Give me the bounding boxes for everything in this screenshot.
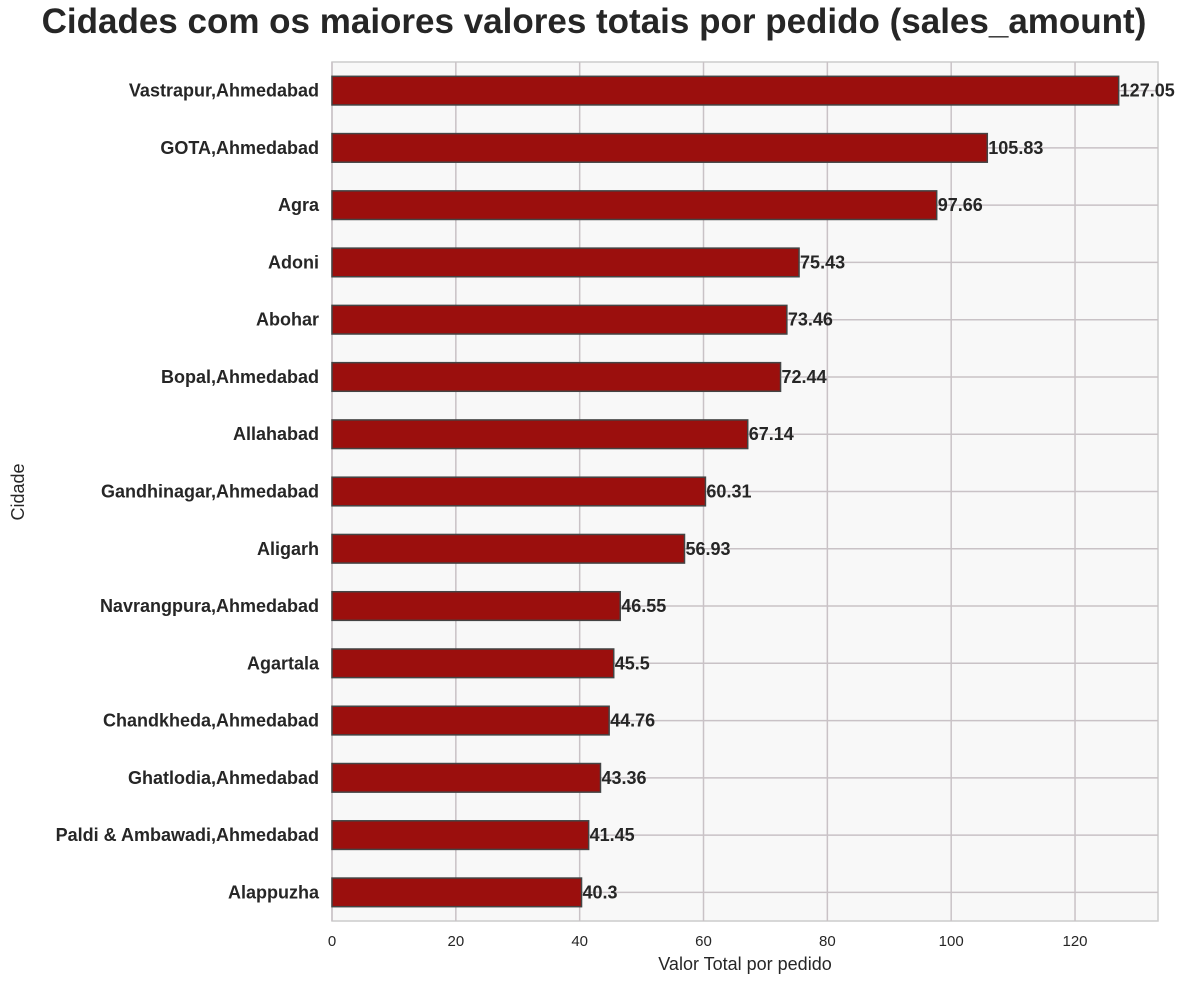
- category-label: Aligarh: [257, 539, 319, 559]
- category-label: Agra: [278, 195, 320, 215]
- category-label: Ghatlodia,Ahmedabad: [128, 768, 319, 788]
- value-label: 41.45: [590, 825, 635, 845]
- bar: [331, 132, 989, 163]
- x-tick-label: 100: [939, 933, 964, 950]
- value-label: 67.14: [749, 424, 794, 444]
- bar: [331, 705, 610, 736]
- category-label: Alappuzha: [228, 882, 320, 902]
- category-label: Gandhinagar,Ahmedabad: [101, 482, 319, 502]
- value-label: 97.66: [938, 195, 983, 215]
- category-label: Chandkheda,Ahmedabad: [103, 711, 319, 731]
- chart-title: Cidades com os maiores valores totais po…: [41, 2, 1147, 41]
- bar: [331, 419, 749, 450]
- value-label: 46.55: [621, 596, 666, 616]
- category-label: Adoni: [268, 252, 319, 272]
- bar: [331, 304, 788, 335]
- value-label: 75.43: [800, 252, 845, 272]
- x-axis-title: Valor Total por pedido: [658, 954, 831, 974]
- value-label: 127.05: [1120, 81, 1175, 101]
- value-label: 40.3: [583, 882, 618, 902]
- category-label: GOTA,Ahmedabad: [160, 138, 319, 158]
- value-label: 56.93: [686, 539, 731, 559]
- x-tick-label: 0: [328, 933, 336, 950]
- bar: [331, 361, 782, 393]
- category-labels: Vastrapur,Ahmedabad GOTA,Ahmedabad Agra Ado…: [56, 81, 320, 903]
- x-tick-label: 80: [819, 933, 836, 950]
- bar: [331, 762, 602, 793]
- x-tick-label: 20: [447, 933, 464, 950]
- category-label: Agartala: [247, 653, 320, 673]
- category-label: Paldi & Ambawadi,Ahmedabad: [56, 825, 319, 845]
- value-label: 105.83: [988, 138, 1043, 158]
- bar: [331, 75, 1120, 106]
- bar: [331, 648, 615, 679]
- bar: [331, 247, 800, 278]
- bars: [331, 75, 1120, 908]
- bar: [331, 877, 583, 908]
- value-label: 60.31: [706, 482, 751, 502]
- value-label: 72.44: [782, 367, 827, 387]
- value-label: 43.36: [601, 768, 646, 788]
- value-label: 73.46: [788, 310, 833, 330]
- value-labels: 127.05 105.83 97.66 75.43 73.46 72.44 67.14 60.…: [583, 81, 1175, 903]
- category-label: Allahabad: [233, 424, 319, 444]
- x-tick-label: 120: [1063, 933, 1088, 950]
- bar: [331, 820, 590, 851]
- category-label: Navrangpura,Ahmedabad: [100, 596, 319, 616]
- x-tick-label: 40: [571, 933, 588, 950]
- bar: [331, 190, 938, 221]
- bar: [331, 533, 686, 564]
- x-tick-label: 60: [695, 933, 712, 950]
- bar: [331, 476, 707, 507]
- value-label: 45.5: [615, 653, 650, 673]
- bar: [331, 590, 621, 622]
- value-label: 44.76: [610, 711, 655, 731]
- category-label: Vastrapur,Ahmedabad: [129, 81, 319, 101]
- category-label: Abohar: [256, 310, 319, 330]
- x-tick-labels: 0 20 40 60 80 100 120: [328, 933, 1088, 950]
- category-label: Bopal,Ahmedabad: [161, 367, 319, 387]
- y-axis-title: Cidade: [8, 463, 28, 520]
